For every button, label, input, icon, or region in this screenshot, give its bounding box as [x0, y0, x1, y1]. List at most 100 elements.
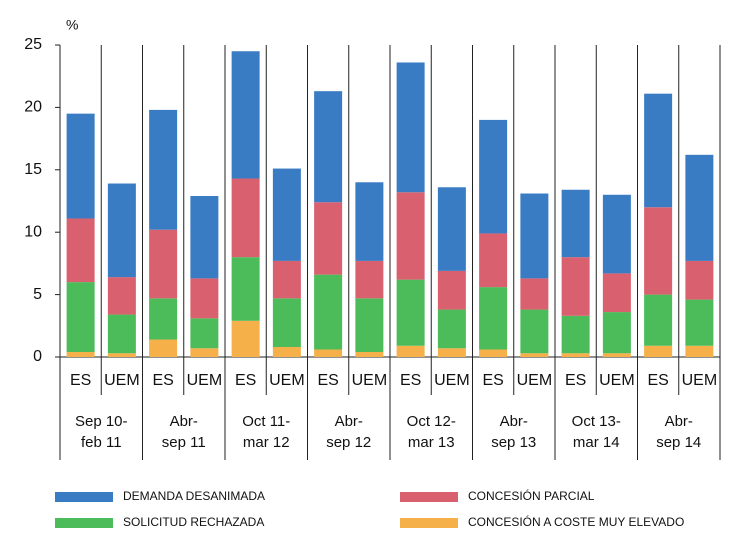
bar-segment: [107, 183, 136, 278]
x-tick-label: ES: [70, 372, 91, 389]
bar-segment: [644, 93, 673, 208]
legend-swatch: [55, 518, 113, 528]
bar-segment: [479, 119, 508, 234]
bar-segment: [314, 274, 343, 350]
bar-segment: [355, 352, 384, 357]
group-label: Abr-: [170, 413, 198, 430]
bar-segment: [272, 260, 301, 299]
bar-segment: [149, 339, 178, 357]
x-tick-label: UEM: [434, 372, 470, 389]
x-tick-label: UEM: [104, 372, 140, 389]
legend-swatch: [400, 492, 458, 502]
legend-swatch: [400, 518, 458, 528]
bar-segment: [479, 287, 508, 350]
bar-segment: [561, 315, 590, 354]
x-tick-label: UEM: [352, 372, 388, 389]
x-tick-label: ES: [235, 372, 256, 389]
x-tick-label: ES: [152, 372, 173, 389]
legend-label: SOLICITUD RECHAZADA: [123, 515, 264, 529]
bar-segment: [479, 233, 508, 288]
bar-segment: [437, 270, 466, 310]
bar-segment: [561, 257, 590, 316]
group-label: feb 11: [81, 434, 122, 451]
group-label: sep 12: [326, 434, 371, 451]
bar-segment: [314, 202, 343, 275]
y-tick-label: 15: [24, 161, 42, 178]
bar-segment: [66, 352, 95, 357]
group-label: Oct 13-: [572, 413, 621, 430]
bar-segment: [602, 353, 631, 357]
y-tick-label: 10: [24, 223, 42, 240]
bar-segment: [520, 193, 549, 279]
bar-segment: [190, 348, 219, 357]
bar-segment: [685, 154, 714, 261]
bar-segment: [314, 91, 343, 203]
x-tick-label: UEM: [517, 372, 553, 389]
bar-segment: [602, 312, 631, 354]
bar-segment: [149, 229, 178, 299]
group-label: sep 11: [162, 434, 206, 451]
bar-segment: [520, 353, 549, 357]
bar-segment: [272, 298, 301, 348]
bar-segment: [231, 178, 260, 258]
bar-segment: [396, 192, 425, 280]
group-label: Abr-: [665, 413, 693, 430]
legend-label: CONCESIÓN PARCIAL: [468, 488, 595, 503]
bar-segment: [314, 349, 343, 357]
bar-segment: [66, 282, 95, 353]
bar-segment: [66, 218, 95, 283]
bar-segment: [602, 194, 631, 274]
bar-segment: [685, 345, 714, 357]
legend-label: CONCESIÓN A COSTE MUY ELEVADO: [468, 514, 684, 529]
x-tick-label: UEM: [187, 372, 223, 389]
x-tick-label: UEM: [599, 372, 635, 389]
bar-segment: [272, 347, 301, 357]
y-tick-label: 0: [33, 348, 42, 365]
x-tick-label: UEM: [269, 372, 305, 389]
bar-segment: [149, 109, 178, 230]
bar-segment: [561, 353, 590, 357]
bar-segment: [355, 260, 384, 299]
group-label: Oct 11-: [242, 413, 290, 430]
x-tick-label: ES: [565, 372, 586, 389]
x-tick-label: ES: [317, 372, 338, 389]
group-label: Abr-: [500, 413, 528, 430]
bar-segment: [66, 113, 95, 219]
x-tick-label: ES: [400, 372, 421, 389]
bar-segment: [355, 182, 384, 261]
bar-segment: [190, 278, 219, 319]
group-label: Abr-: [335, 413, 363, 430]
bar-segment: [520, 278, 549, 310]
x-tick-label: ES: [647, 372, 668, 389]
y-tick-label: 20: [24, 99, 42, 116]
group-label: Sep 10-: [75, 413, 128, 430]
bar-segment: [190, 318, 219, 349]
bar-segment: [107, 353, 136, 357]
bar-segment: [107, 277, 136, 315]
bar-segment: [272, 168, 301, 261]
legend-label: DEMANDA DESANIMADA: [123, 489, 265, 503]
group-label: mar 12: [243, 434, 290, 451]
bar-segment: [479, 349, 508, 357]
bar-segment: [644, 207, 673, 295]
group-label: sep 13: [491, 434, 536, 451]
y-tick-label: 25: [24, 36, 42, 53]
bar-segment: [396, 62, 425, 193]
x-tick-label: UEM: [682, 372, 718, 389]
legend-swatch: [55, 492, 113, 502]
group-label: sep 14: [656, 434, 701, 451]
bar-segment: [437, 309, 466, 349]
bar-segment: [355, 298, 384, 353]
bar-segment: [231, 320, 260, 357]
bar-segment: [107, 314, 136, 354]
bar-segment: [437, 348, 466, 357]
x-tick-label: ES: [482, 372, 503, 389]
bar-segment: [396, 345, 425, 357]
bar-segment: [685, 260, 714, 300]
bar-segment: [685, 299, 714, 346]
bar-segment: [520, 309, 549, 354]
bar-segment: [602, 273, 631, 313]
bar-segment: [561, 189, 590, 258]
bar-segment: [190, 196, 219, 279]
